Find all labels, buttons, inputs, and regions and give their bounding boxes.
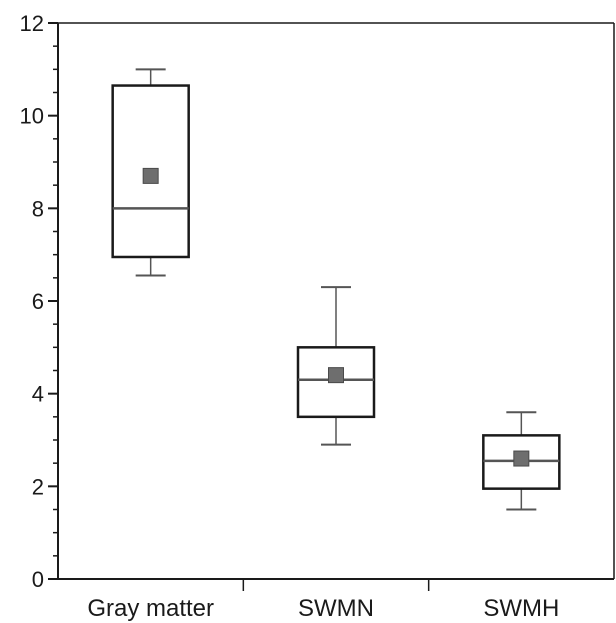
box-group (482, 411, 561, 511)
y-tick-label: 0 (32, 567, 44, 592)
x-category-label: SWMH (483, 595, 559, 622)
box-group (296, 286, 376, 446)
y-tick-label: 10 (20, 104, 44, 129)
x-category-label: SWMN (298, 595, 374, 622)
mean-marker (513, 450, 530, 467)
y-tick-label: 6 (32, 289, 44, 314)
box-group (111, 68, 190, 277)
axes: 0 2 4 6 8 10 12 Gray matter SWMN SWMH (20, 11, 615, 622)
y-tick-label: 12 (20, 11, 44, 36)
y-tick-label: 4 (32, 382, 44, 407)
x-category-label: Gray matter (87, 595, 214, 622)
y-tick-label: 8 (32, 196, 44, 221)
y-tick-label: 2 (32, 474, 44, 499)
mean-marker (142, 167, 159, 184)
box-series (111, 68, 561, 511)
mean-marker (328, 367, 344, 384)
